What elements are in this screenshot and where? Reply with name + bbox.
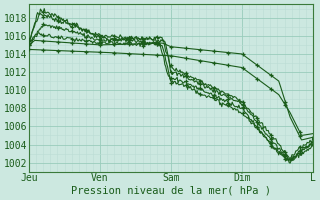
X-axis label: Pression niveau de la mer( hPa ): Pression niveau de la mer( hPa ) [71, 186, 271, 196]
